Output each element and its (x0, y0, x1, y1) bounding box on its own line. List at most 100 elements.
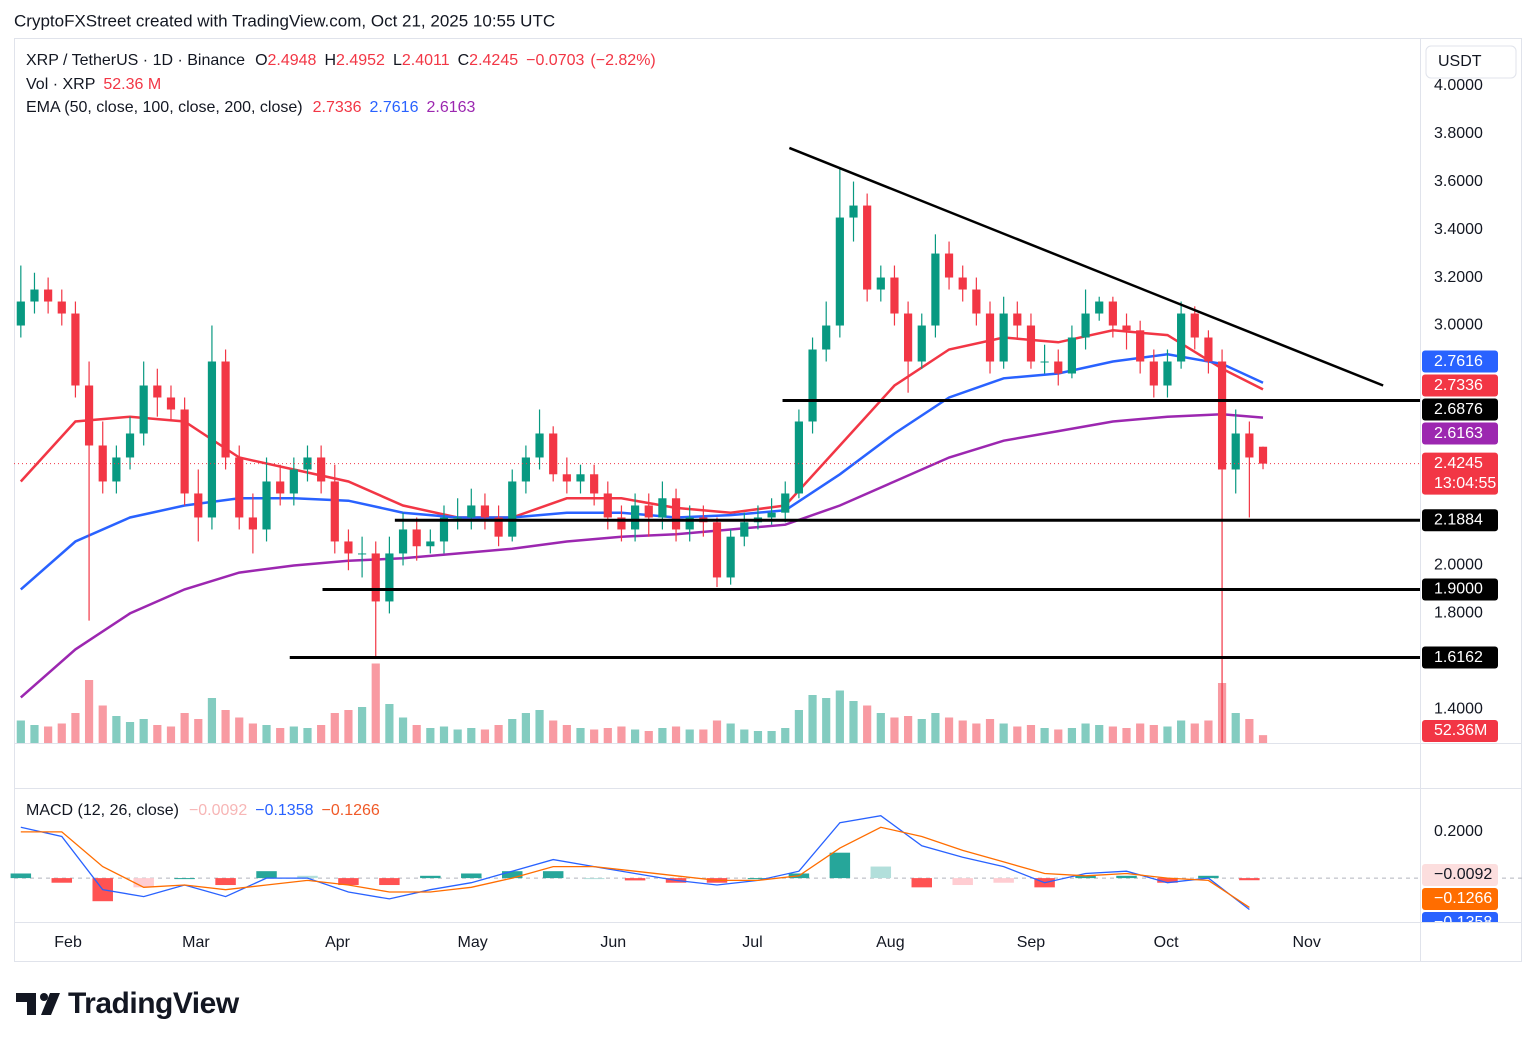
candle-body (562, 474, 571, 482)
candle-body (153, 385, 162, 398)
candle-body (330, 481, 339, 542)
macd-histogram (338, 878, 359, 886)
volume-bar (904, 716, 913, 743)
candle-body (1177, 313, 1186, 362)
currency-button[interactable] (1425, 45, 1517, 79)
candle-body (398, 529, 408, 554)
candle-body (767, 512, 776, 518)
volume-bar (1095, 725, 1104, 743)
volume-bar (712, 720, 722, 743)
volume-bar (863, 705, 872, 743)
volume-bar (1122, 728, 1131, 743)
macd-histogram (1075, 875, 1096, 879)
volume-bar (917, 719, 926, 743)
candle-body (1081, 313, 1090, 338)
candle-body (30, 289, 39, 302)
y-tick-label: 2.0000 (1434, 557, 1483, 574)
volume-bar (330, 713, 339, 743)
candle-body (1013, 313, 1022, 326)
candle-body (357, 553, 367, 555)
candle-body (385, 553, 394, 602)
candle-body (248, 517, 257, 530)
legend-macd: MACD (12, 26, close) −0.0092 −0.1358 −0.126… (26, 802, 380, 819)
header: CryptoFXStreet created with TradingView.… (14, 11, 555, 30)
candle-body (289, 469, 298, 494)
candle-body (276, 481, 285, 494)
logo: TradingView (16, 987, 240, 1020)
candle-body (71, 313, 80, 386)
volume-bar (740, 729, 749, 743)
price-tag (1422, 578, 1498, 601)
volume-bar (44, 726, 53, 743)
logo-mark (40, 993, 48, 1001)
candle-body (1163, 361, 1172, 386)
candle-body (426, 541, 435, 547)
candle-body (904, 313, 913, 362)
candle-body (494, 517, 503, 537)
ohlc-value: 2.4011 (402, 52, 450, 69)
volume-bar (631, 729, 640, 743)
currency[interactable]: USDT (1438, 53, 1482, 70)
volume-bar (603, 728, 612, 743)
candle-body (822, 325, 831, 350)
logo-mark (41, 993, 60, 1015)
macd-histogram (215, 878, 236, 886)
candle-body (194, 493, 203, 518)
candle-body (617, 517, 626, 530)
volume-bar (207, 698, 217, 743)
y-tick-label: 0.2000 (1434, 823, 1483, 840)
volume-bar (1177, 720, 1186, 743)
volume-bar (644, 731, 653, 743)
volume-bar (180, 713, 189, 743)
candle-body (1136, 330, 1145, 362)
candle-body (972, 289, 981, 314)
macd-histogram (1198, 875, 1219, 879)
y-tick-label: 3.4000 (1434, 221, 1483, 238)
macd-histogram (829, 852, 851, 879)
volume-bar (890, 717, 899, 743)
candle-body (671, 498, 681, 530)
macd-histogram (993, 878, 1014, 883)
candle-body (84, 385, 94, 446)
macd-value: −0.1358 (255, 802, 313, 819)
y-tick-label: 4.0000 (1434, 77, 1483, 94)
ema-line (19, 353, 1264, 591)
candle-body (944, 253, 954, 278)
volume-bar (262, 725, 271, 743)
candle-body (1095, 301, 1104, 314)
volume-label: Vol · XRP (26, 76, 95, 93)
volume-bar (1013, 726, 1022, 743)
change: −0.0703 (526, 52, 584, 69)
price-tag (1422, 452, 1498, 495)
price-tag (1422, 888, 1498, 911)
volume-bar (1108, 726, 1117, 743)
ema-value: 2.7336 (313, 99, 362, 116)
candle-body (180, 409, 189, 494)
price-tag-label: 52.36M (1434, 722, 1487, 739)
volume-bar (235, 717, 244, 743)
macd-label: MACD (12, 26, close) (26, 802, 179, 819)
volume-bar (426, 728, 435, 743)
candle-body (958, 277, 967, 290)
volume-bar (1163, 726, 1172, 743)
candle-body (112, 457, 121, 482)
candle-body (1204, 337, 1213, 362)
macd-histogram (133, 878, 154, 888)
candle-body (631, 505, 640, 530)
price-tag-label: −0.1266 (1434, 890, 1492, 907)
candle-body (412, 529, 421, 547)
candle-body (644, 505, 653, 518)
price-tag (1422, 864, 1498, 887)
ohlc-letter: H (324, 52, 336, 69)
frame (14, 38, 1522, 962)
volume-bar (1231, 713, 1240, 743)
volume-bar (562, 725, 571, 743)
ema-label: EMA (50, close, 100, close, 200, close) (26, 99, 303, 116)
volume-bar (781, 728, 790, 743)
volume-bar (398, 717, 408, 743)
logo-text: TradingView (68, 987, 240, 1020)
logo-mark (16, 993, 36, 1015)
candle-body (262, 481, 271, 530)
volume-bar (71, 713, 80, 743)
